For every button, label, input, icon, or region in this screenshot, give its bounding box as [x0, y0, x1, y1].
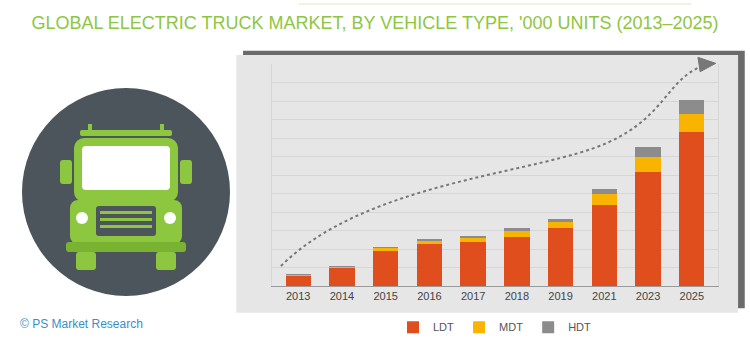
svg-text:2013: 2013 — [286, 290, 310, 302]
svg-text:GLOBAL ELECTRIC TRUCK MARKET,: GLOBAL ELECTRIC TRUCK MARKET, BY VEHICLE… — [31, 13, 718, 33]
svg-text:2016: 2016 — [417, 290, 441, 302]
svg-text:2014: 2014 — [330, 290, 354, 302]
svg-text:2019: 2019 — [548, 290, 572, 302]
svg-text:2021: 2021 — [592, 290, 616, 302]
svg-text:HDT: HDT — [568, 321, 591, 333]
svg-text:2017: 2017 — [461, 290, 485, 302]
svg-text:2025: 2025 — [680, 290, 704, 302]
svg-text:LDT: LDT — [433, 321, 454, 333]
svg-text:© PS Market Research: © PS Market Research — [20, 317, 143, 331]
svg-text:2023: 2023 — [636, 290, 660, 302]
svg-text:2018: 2018 — [505, 290, 529, 302]
svg-text:MDT: MDT — [499, 321, 523, 333]
svg-text:2015: 2015 — [373, 290, 397, 302]
